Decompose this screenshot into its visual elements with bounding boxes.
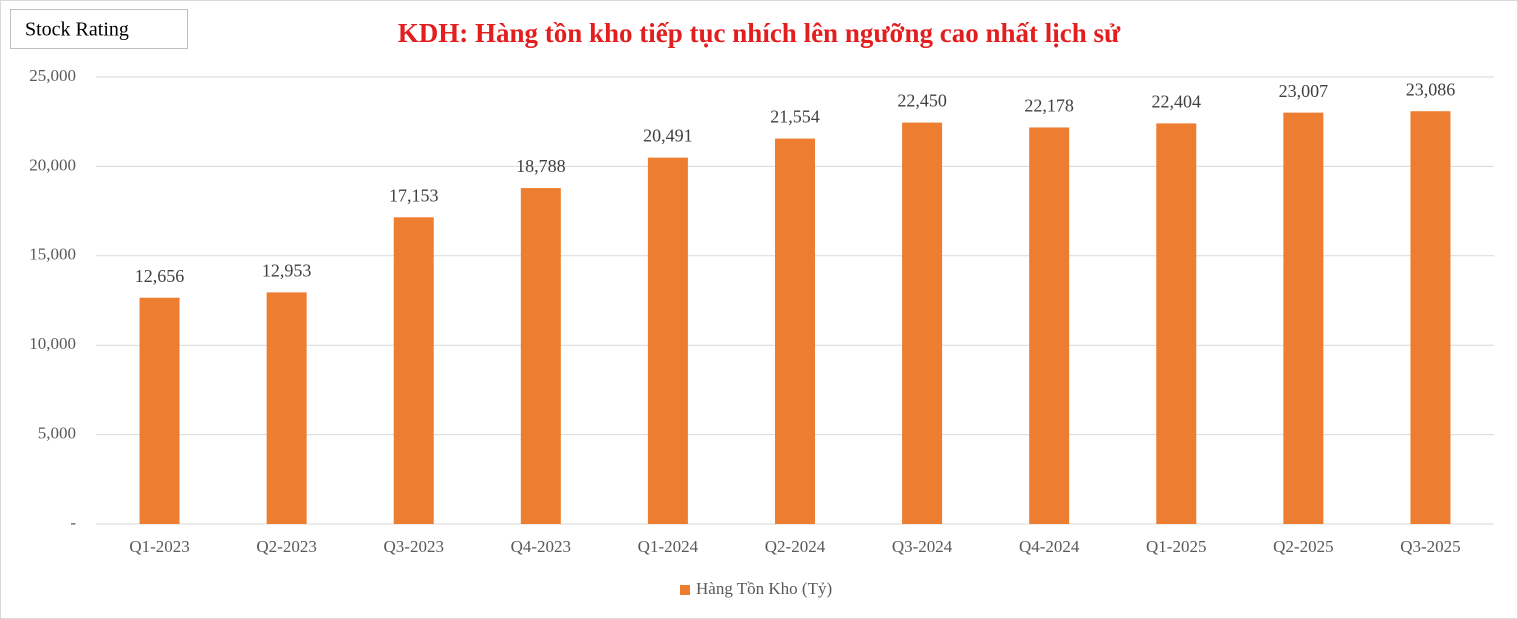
x-tick-label: Q4-2023 — [511, 537, 571, 556]
bar — [775, 138, 815, 524]
y-tick-label: - — [70, 513, 76, 532]
y-tick-label: 25,000 — [29, 66, 76, 85]
bar — [139, 297, 180, 524]
value-label: 22,178 — [1024, 96, 1074, 116]
value-label: 12,656 — [135, 266, 185, 286]
y-tick-label: 5,000 — [38, 424, 76, 443]
x-tick-label: Q1-2024 — [638, 537, 699, 556]
value-label: 23,086 — [1406, 79, 1456, 99]
legend-label: Hàng Tồn Kho (Tỷ) — [696, 579, 832, 598]
bar — [647, 157, 688, 525]
badge-box — [10, 9, 188, 49]
y-tick-label: 20,000 — [29, 155, 76, 174]
value-label: 17,153 — [389, 185, 439, 205]
x-tick-label: Q3-2024 — [892, 537, 953, 556]
y-tick-label: 15,000 — [29, 245, 76, 264]
chart-title: KDH: Hàng tồn kho tiếp tục nhích lên ngư… — [398, 18, 1121, 48]
bar — [902, 122, 943, 525]
bar — [1029, 127, 1070, 524]
x-tick-label: Q3-2023 — [384, 537, 444, 556]
value-label: 23,007 — [1279, 81, 1329, 101]
value-label: 21,554 — [770, 107, 820, 127]
bar — [1283, 112, 1324, 525]
y-tick-label: 10,000 — [29, 334, 76, 353]
bar — [520, 188, 561, 524]
x-tick-label: Q1-2023 — [129, 537, 189, 556]
legend-swatch — [680, 585, 690, 595]
value-label: 22,404 — [1152, 92, 1202, 112]
bar — [393, 217, 434, 524]
x-tick-label: Q2-2024 — [765, 537, 826, 556]
bar — [1156, 123, 1197, 525]
value-label: 12,953 — [262, 261, 312, 281]
value-label: 18,788 — [516, 156, 566, 176]
x-tick-label: Q3-2025 — [1400, 537, 1460, 556]
x-tick-label: Q2-2025 — [1273, 537, 1333, 556]
badge: Stock Rating — [25, 19, 129, 41]
x-tick-label: Q4-2024 — [1019, 537, 1080, 556]
value-label: 20,491 — [643, 126, 693, 146]
x-tick-label: Q1-2025 — [1146, 537, 1206, 556]
value-label: 22,450 — [897, 91, 947, 111]
bar — [266, 292, 307, 524]
x-tick-label: Q2-2023 — [256, 537, 316, 556]
bar — [1410, 111, 1451, 524]
